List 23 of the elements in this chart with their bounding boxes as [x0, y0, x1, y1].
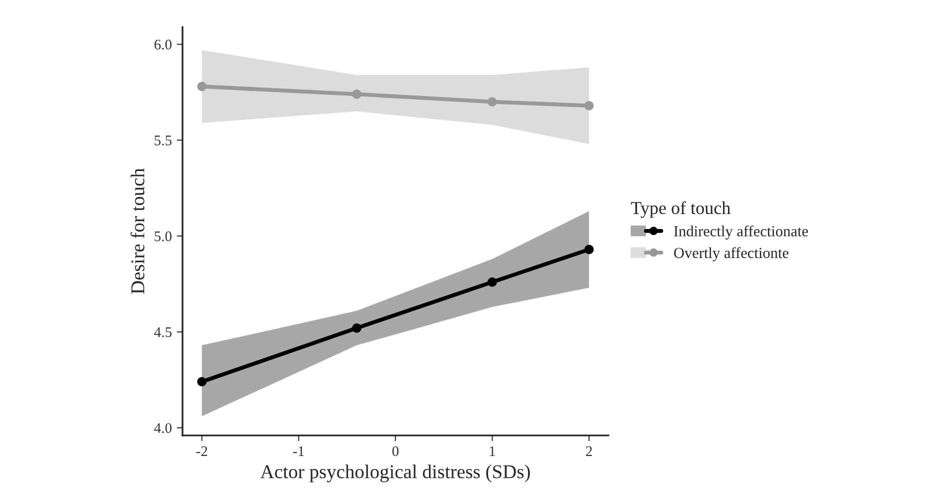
y-tick-label: 4.0 [154, 423, 172, 434]
x-axis-title: Actor psychological distress (SDs) [260, 464, 530, 482]
point [197, 82, 207, 92]
point [584, 244, 594, 254]
x-tick-label: -2 [196, 446, 208, 456]
x-tick-label: 1 [490, 446, 496, 456]
x-tick-label: -1 [293, 446, 304, 456]
point [488, 277, 497, 287]
y-tick-label: 4.5 [154, 327, 172, 338]
y-tick-label: 6.0 [154, 40, 172, 50]
legend-label: Indirectly affectionate [674, 225, 808, 240]
point [197, 377, 207, 386]
y-axis-title: Desire for touch [130, 168, 144, 294]
legend-title: Type of touch [630, 201, 730, 218]
x-tick-label: 0 [392, 446, 399, 456]
point [584, 100, 594, 110]
y-tick-label: 5.5 [154, 136, 172, 146]
legend-label: Overtly affectionte [674, 247, 788, 262]
y-tick-label: 5.0 [154, 231, 172, 242]
point [352, 323, 362, 333]
point [488, 97, 497, 107]
x-tick-label: 2 [586, 446, 592, 456]
point [352, 89, 362, 99]
